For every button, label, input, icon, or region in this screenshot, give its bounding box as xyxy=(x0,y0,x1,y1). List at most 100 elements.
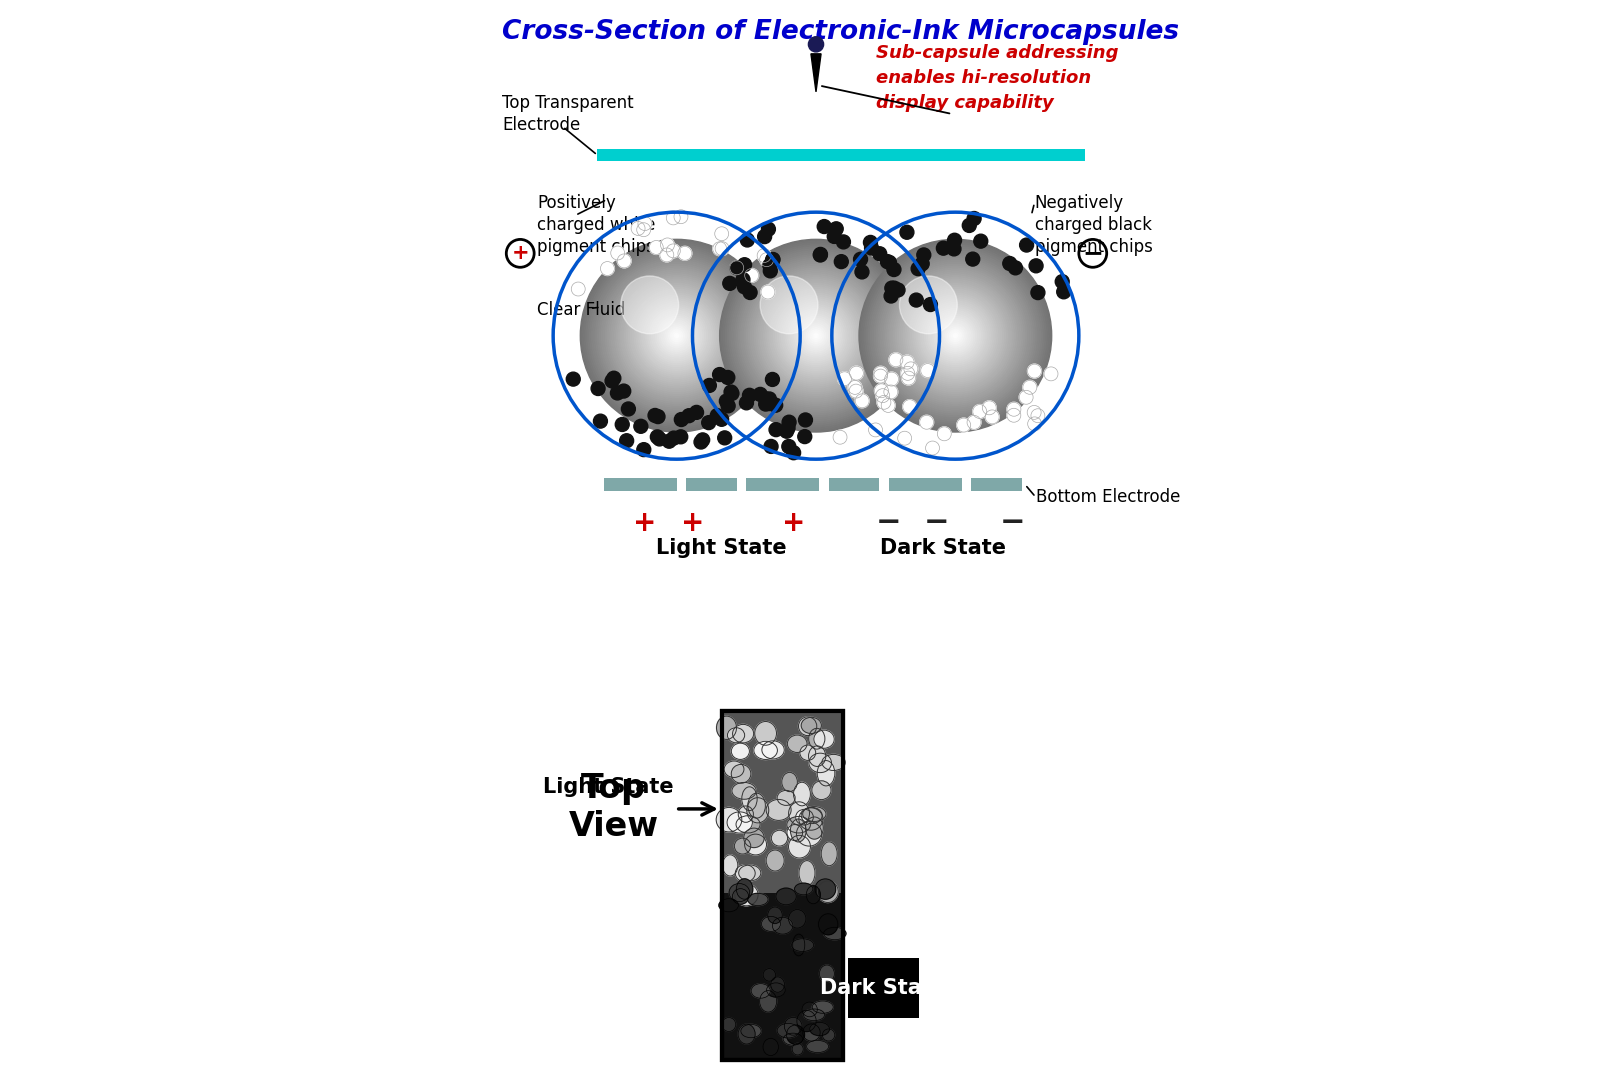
Ellipse shape xyxy=(824,927,845,940)
Circle shape xyxy=(910,293,923,307)
Circle shape xyxy=(755,274,877,397)
Ellipse shape xyxy=(818,881,839,902)
Circle shape xyxy=(868,423,882,437)
Ellipse shape xyxy=(815,731,834,748)
Circle shape xyxy=(916,248,931,262)
Circle shape xyxy=(639,297,715,375)
Circle shape xyxy=(603,262,750,408)
Circle shape xyxy=(921,301,990,370)
Circle shape xyxy=(877,259,1032,413)
Ellipse shape xyxy=(797,1010,816,1032)
Ellipse shape xyxy=(784,1018,802,1035)
Circle shape xyxy=(710,408,724,423)
Circle shape xyxy=(884,385,898,399)
Ellipse shape xyxy=(777,791,795,806)
Circle shape xyxy=(606,371,621,385)
Circle shape xyxy=(776,295,857,376)
Ellipse shape xyxy=(787,735,806,752)
Circle shape xyxy=(957,418,971,432)
Circle shape xyxy=(669,328,684,343)
Circle shape xyxy=(621,402,636,416)
Circle shape xyxy=(873,253,1039,418)
Circle shape xyxy=(874,254,1036,417)
Ellipse shape xyxy=(790,819,806,842)
Ellipse shape xyxy=(739,865,761,881)
Circle shape xyxy=(666,211,681,225)
Circle shape xyxy=(598,257,755,415)
Circle shape xyxy=(616,384,631,399)
Circle shape xyxy=(690,405,703,419)
Circle shape xyxy=(1027,364,1042,378)
Circle shape xyxy=(763,264,777,277)
Circle shape xyxy=(903,284,1008,388)
Ellipse shape xyxy=(787,1025,805,1044)
Circle shape xyxy=(887,282,902,295)
Circle shape xyxy=(653,312,700,359)
Circle shape xyxy=(737,257,895,415)
Circle shape xyxy=(808,37,824,52)
Circle shape xyxy=(876,257,1034,415)
Circle shape xyxy=(940,320,971,352)
Ellipse shape xyxy=(748,893,768,905)
Circle shape xyxy=(745,264,887,407)
Circle shape xyxy=(719,239,913,432)
Ellipse shape xyxy=(800,745,816,760)
Circle shape xyxy=(787,446,800,460)
Ellipse shape xyxy=(736,879,753,899)
Circle shape xyxy=(818,219,831,234)
Circle shape xyxy=(605,264,748,407)
Circle shape xyxy=(919,299,992,372)
Circle shape xyxy=(571,282,586,296)
Text: Light State: Light State xyxy=(544,778,674,797)
Ellipse shape xyxy=(787,817,810,833)
Ellipse shape xyxy=(761,740,784,759)
Circle shape xyxy=(724,244,908,428)
Circle shape xyxy=(621,276,679,334)
Circle shape xyxy=(1008,261,1023,275)
Circle shape xyxy=(668,327,686,345)
Circle shape xyxy=(760,252,774,266)
Text: −: − xyxy=(876,508,902,537)
Ellipse shape xyxy=(808,746,826,767)
Circle shape xyxy=(590,381,605,395)
Ellipse shape xyxy=(806,886,821,904)
Ellipse shape xyxy=(802,807,823,823)
Ellipse shape xyxy=(782,772,797,792)
Circle shape xyxy=(915,257,929,271)
Circle shape xyxy=(837,371,852,385)
Circle shape xyxy=(782,415,797,429)
Circle shape xyxy=(936,317,974,355)
Ellipse shape xyxy=(821,842,837,866)
Circle shape xyxy=(760,392,773,406)
Circle shape xyxy=(886,266,1024,405)
FancyBboxPatch shape xyxy=(686,477,737,491)
Circle shape xyxy=(810,330,821,342)
Circle shape xyxy=(963,218,976,233)
Circle shape xyxy=(848,384,863,399)
Circle shape xyxy=(815,334,818,337)
Circle shape xyxy=(653,432,666,446)
Ellipse shape xyxy=(818,914,837,935)
Circle shape xyxy=(890,270,1021,401)
Circle shape xyxy=(926,441,939,455)
Circle shape xyxy=(737,258,752,272)
Ellipse shape xyxy=(789,802,810,824)
Circle shape xyxy=(632,292,721,380)
Circle shape xyxy=(763,396,776,411)
Ellipse shape xyxy=(719,899,739,912)
Polygon shape xyxy=(811,54,821,92)
Circle shape xyxy=(721,399,736,413)
Circle shape xyxy=(623,282,731,390)
Circle shape xyxy=(650,309,703,363)
Circle shape xyxy=(742,389,756,402)
Circle shape xyxy=(921,364,934,378)
Circle shape xyxy=(882,256,897,270)
Circle shape xyxy=(1031,408,1045,423)
Circle shape xyxy=(923,302,989,368)
Circle shape xyxy=(586,245,768,426)
Circle shape xyxy=(797,317,836,355)
Circle shape xyxy=(682,408,695,423)
Ellipse shape xyxy=(739,1024,755,1044)
Circle shape xyxy=(827,229,842,244)
Ellipse shape xyxy=(811,781,831,799)
